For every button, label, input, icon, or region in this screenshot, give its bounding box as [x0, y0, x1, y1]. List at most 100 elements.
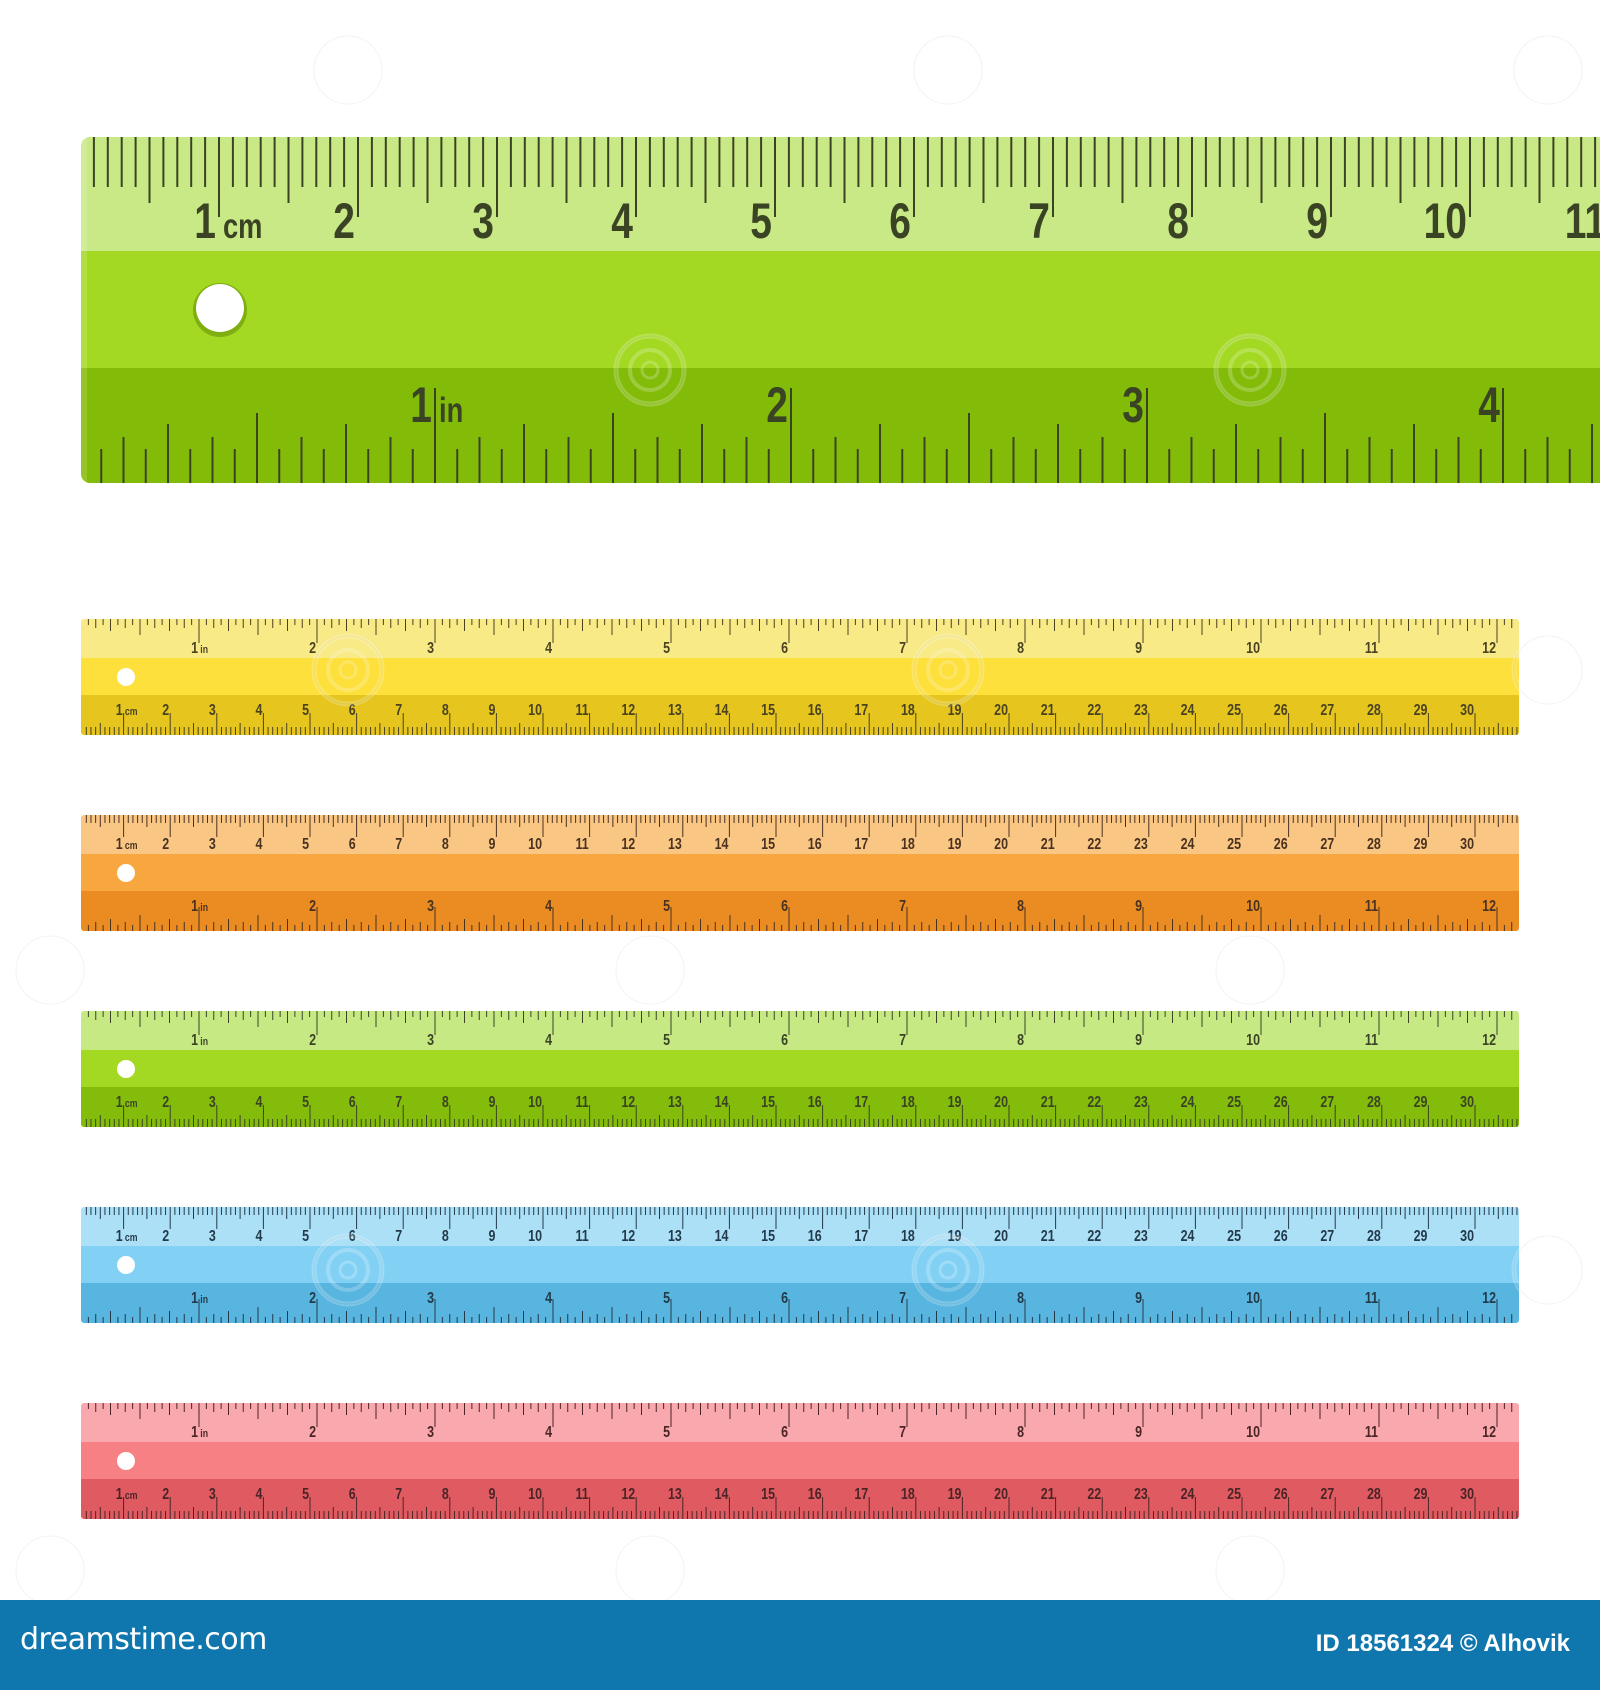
cm-label: 28: [1367, 1094, 1381, 1112]
in-label: 5: [663, 898, 670, 916]
cm-label: 7: [395, 702, 402, 720]
cm-label: 5: [302, 702, 309, 720]
cm-label: 11: [575, 1228, 588, 1246]
ruler-middle-band: [81, 1442, 1519, 1479]
in-label: 4: [545, 1424, 552, 1442]
watermark-spiral-icon: [911, 633, 985, 707]
watermark-spiral-icon: [311, 633, 385, 707]
cm-label: 7: [395, 836, 402, 854]
cm-ticks: [85, 1105, 1518, 1127]
in-label: 9: [1135, 640, 1142, 658]
in-label: 11: [1365, 898, 1378, 916]
cm-label: 17: [854, 1228, 868, 1246]
ruler-blue: 1 cm 2 3 4 5 6 7 8 9 10 11 12 13 14 15 16 17 18 19 20 21 22 23 2…: [81, 1207, 1519, 1323]
in-label: 9: [1135, 898, 1142, 916]
ruler-top-band: [81, 1207, 1519, 1246]
watermark-spiral-icon: [1511, 633, 1585, 707]
cm-label: 9: [489, 702, 496, 720]
cm-label: 13: [668, 1486, 682, 1504]
cm-label: 29: [1414, 836, 1428, 854]
cm-label: 3: [209, 1228, 216, 1246]
in-label: 9: [1135, 1424, 1142, 1442]
in-label: 1: [191, 1032, 198, 1050]
cm-label: 24: [1181, 1486, 1195, 1504]
in-label: 2: [309, 1424, 316, 1442]
cm-label: 6: [349, 702, 356, 720]
cm-label: 6: [349, 1094, 356, 1112]
in-label: 10: [1246, 1032, 1260, 1050]
cm-unit-label: cm: [125, 1098, 138, 1110]
cm-label: 16: [808, 1228, 822, 1246]
in-label: 1: [410, 376, 432, 433]
ruler-top-band: [81, 1403, 1519, 1442]
in-ticks: [87, 907, 1513, 931]
cm-label: 30: [1460, 1094, 1474, 1112]
in-label: 8: [1017, 898, 1024, 916]
cm-label: 14: [715, 836, 729, 854]
cm-label: 21: [1041, 836, 1055, 854]
watermark-spiral-icon: [1511, 33, 1585, 107]
cm-label: 15: [761, 1486, 775, 1504]
cm-label: 8: [442, 702, 449, 720]
cm-label: 15: [761, 836, 775, 854]
cm-label: 26: [1274, 702, 1288, 720]
ruler-bottom-band: [81, 891, 1519, 931]
cm-label: 30: [1460, 1228, 1474, 1246]
cm-label: 24: [1181, 702, 1195, 720]
in-label: 11: [1365, 1424, 1378, 1442]
cm-label: 6: [349, 836, 356, 854]
in-label: 8: [1017, 1290, 1024, 1308]
cm-label: 4: [256, 1486, 263, 1504]
cm-label: 12: [621, 1486, 635, 1504]
watermark-spiral-icon: [311, 1233, 385, 1307]
in-label: 5: [663, 1032, 670, 1050]
cm-label: 21: [1041, 1486, 1055, 1504]
cm-label: 20: [994, 1228, 1008, 1246]
in-label: 3: [427, 640, 434, 658]
in-label: 7: [899, 1032, 906, 1050]
cm-label: 29: [1414, 702, 1428, 720]
in-label: 3: [427, 898, 434, 916]
ruler-orange: 1 cm 2 3 4 5 6 7 8 9 10 11 12 13 14 15 16 17 18 19 20 21 22 23 2…: [81, 815, 1519, 931]
cm-label: 25: [1227, 1094, 1241, 1112]
in-label: 4: [545, 640, 552, 658]
in-ticks: [87, 1299, 1513, 1323]
cm-label: 4: [256, 1094, 263, 1112]
in-unit-label: in: [200, 1036, 208, 1048]
cm-label: 22: [1087, 1228, 1101, 1246]
cm-label: 7: [395, 1228, 402, 1246]
watermark-spiral-icon: [311, 33, 385, 107]
cm-label: 6: [349, 1486, 356, 1504]
cm-label: 2: [162, 1486, 169, 1504]
cm-label: 27: [1320, 1228, 1334, 1246]
cm-label: 19: [948, 1228, 962, 1246]
cm-ticks: [85, 1207, 1518, 1229]
in-label: 5: [663, 640, 670, 658]
cm-label: 15: [761, 1228, 775, 1246]
cm-label: 28: [1367, 1486, 1381, 1504]
cm-label: 25: [1227, 1228, 1241, 1246]
cm-unit-label: cm: [125, 706, 138, 718]
ruler-bottom-band: [81, 1283, 1519, 1323]
cm-unit-label: cm: [223, 207, 262, 246]
ruler-yellow: 1 in 2 3 4 5 6 7 8 9 10 11 121 cm 2 3 4 5 6 7 8 9 10 11 12 13 14 15…: [81, 619, 1519, 735]
footer-banner: dreamstime.com ID 18561324 © Alhovik: [0, 1600, 1600, 1690]
cm-label: 9: [489, 1094, 496, 1112]
cm-label: 19: [948, 1486, 962, 1504]
cm-label: 29: [1414, 1486, 1428, 1504]
cm-label: 17: [854, 702, 868, 720]
ruler-top-band: [81, 619, 1519, 658]
cm-label: 10: [528, 836, 542, 854]
in-label: 2: [309, 898, 316, 916]
cm-label: 18: [901, 1228, 915, 1246]
cm-label: 12: [621, 702, 635, 720]
cm-label: 18: [901, 702, 915, 720]
cm-label: 8: [442, 1486, 449, 1504]
cm-label: 29: [1414, 1094, 1428, 1112]
in-label: 10: [1246, 1424, 1260, 1442]
in-label: 12: [1482, 898, 1496, 916]
cm-label: 1: [194, 192, 216, 249]
brand-logo: dreamstime.com: [20, 1622, 267, 1657]
cm-label: 5: [302, 1486, 309, 1504]
in-label: 3: [427, 1290, 434, 1308]
